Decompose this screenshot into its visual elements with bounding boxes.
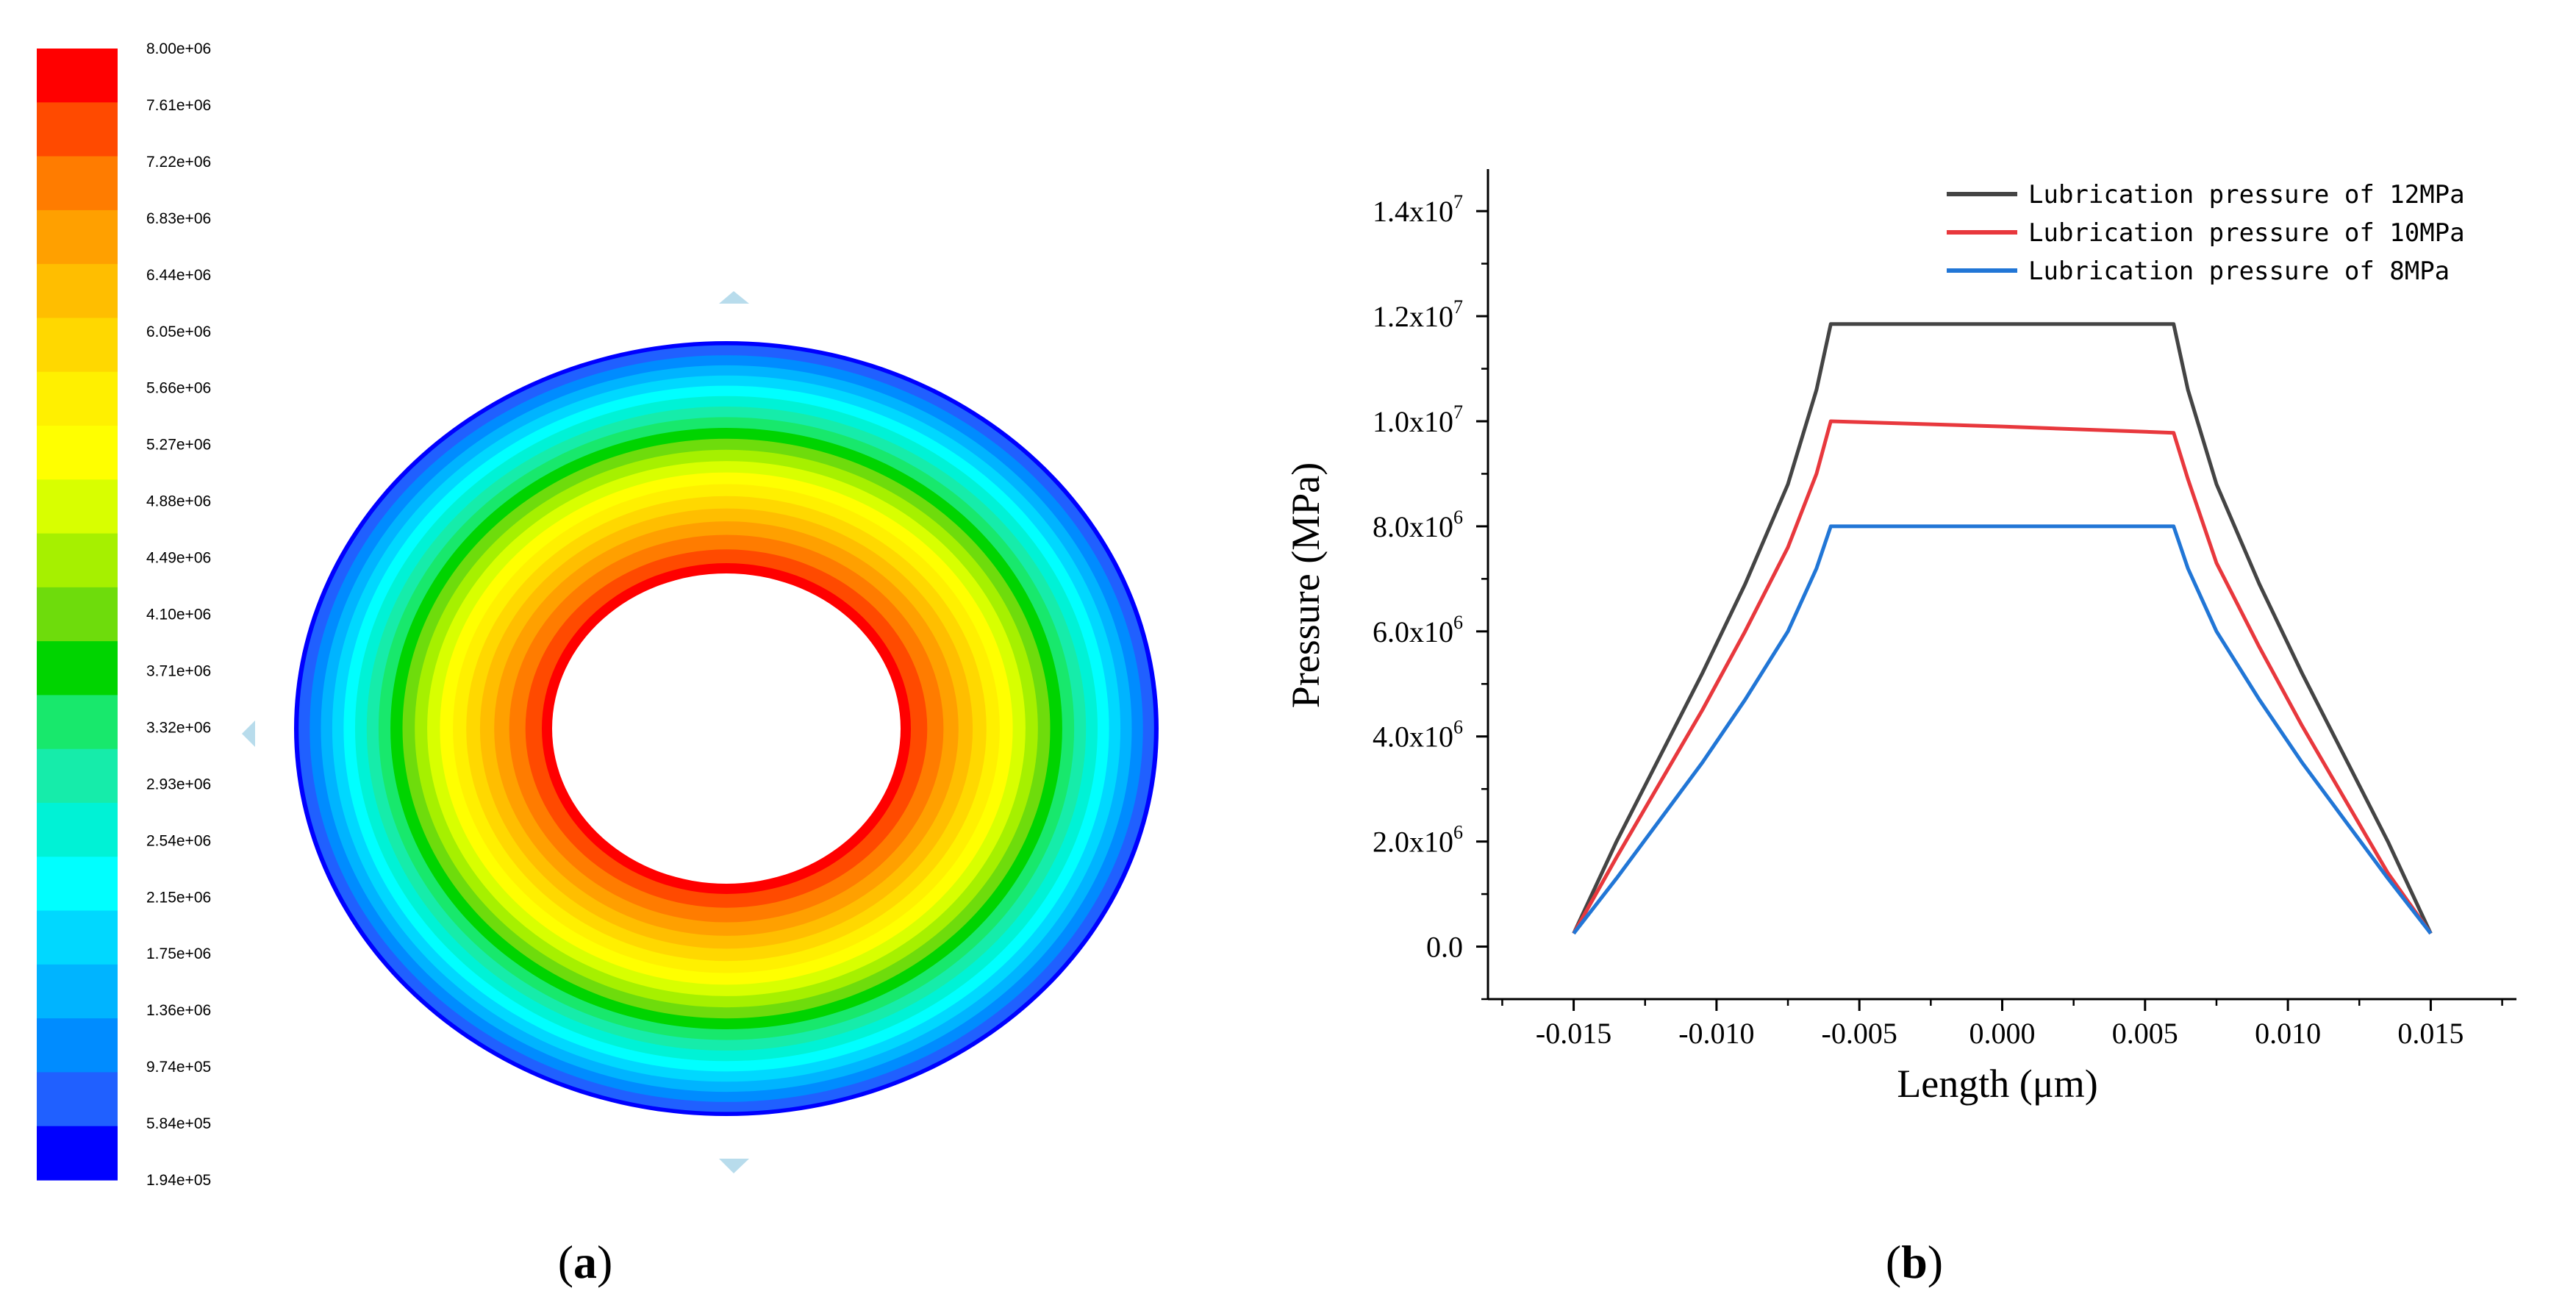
colorbar-swatch bbox=[37, 1126, 118, 1181]
colorbar-tick-label: 4.88e+06 bbox=[146, 493, 211, 510]
colorbar-tick-label: 1.94e+05 bbox=[146, 1172, 211, 1189]
colorbar-swatch bbox=[37, 587, 118, 642]
y-tick-label: 0.0 bbox=[1426, 931, 1463, 964]
panel-a-contour: 8.00e+06 7.61e+06 7.22e+06 6.83e+06 6.44e+06… bbox=[37, 40, 1159, 1189]
x-tick-label: -0.010 bbox=[1678, 1017, 1754, 1050]
colorbar-swatch bbox=[37, 49, 118, 103]
view-arrow-left-icon bbox=[242, 720, 255, 747]
legend-label: Lubrication pressure of 10MPa bbox=[2028, 218, 2465, 248]
colorbar-tick-label: 2.54e+06 bbox=[146, 832, 211, 849]
colorbar-swatch bbox=[37, 156, 118, 211]
colorbar-tick-label: 1.36e+06 bbox=[146, 1002, 211, 1019]
colorbar-swatch bbox=[37, 695, 118, 750]
series-line bbox=[1572, 419, 2433, 935]
colorbar-tick-label: 5.66e+06 bbox=[146, 380, 211, 397]
colorbar-swatch bbox=[37, 318, 118, 373]
colorbar-tick-label: 2.15e+06 bbox=[146, 889, 211, 906]
colorbar-tick-label: 2.93e+06 bbox=[146, 776, 211, 793]
colorbar-swatch bbox=[37, 964, 118, 1019]
panel-b-line-chart: 0.0 2.0x106 4.0x106 6.0x106 8.0x106 1.0x107 1.… bbox=[1284, 169, 2516, 1106]
x-tick-label: 0.010 bbox=[2255, 1017, 2321, 1050]
colorbar-swatch bbox=[37, 1072, 118, 1127]
pressure-contour-ring bbox=[294, 341, 1159, 1116]
legend-label: Lubrication pressure of 8MPa bbox=[2028, 257, 2450, 286]
x-axis-title: Length (μm) bbox=[1897, 1062, 2097, 1106]
colorbar-swatch bbox=[37, 1018, 118, 1073]
colorbar-swatch bbox=[37, 910, 118, 965]
colorbar: 8.00e+06 7.61e+06 7.22e+06 6.83e+06 6.44e+06… bbox=[37, 40, 211, 1189]
colorbar-swatch bbox=[37, 748, 118, 804]
colorbar-tick-label: 7.22e+06 bbox=[146, 154, 211, 171]
y-tick-label: 1.2x107 bbox=[1373, 296, 1463, 333]
view-arrow-down-icon bbox=[719, 1159, 749, 1173]
colorbar-swatch bbox=[37, 210, 118, 265]
colorbar-tick-label: 4.49e+06 bbox=[146, 550, 211, 567]
view-arrow-up-icon bbox=[719, 291, 749, 304]
colorbar-swatch bbox=[37, 533, 118, 588]
chart-axes: 0.0 2.0x106 4.0x106 6.0x106 8.0x106 1.0x107 1.… bbox=[1373, 169, 2516, 1050]
colorbar-swatch bbox=[37, 371, 118, 426]
y-tick-label: 1.4x107 bbox=[1373, 191, 1463, 228]
colorbar-swatch bbox=[37, 102, 118, 157]
colorbar-swatch bbox=[37, 857, 118, 912]
y-tick-label: 4.0x106 bbox=[1373, 717, 1463, 754]
chart-series bbox=[1572, 322, 2433, 935]
colorbar-tick-label: 5.84e+05 bbox=[146, 1115, 211, 1132]
colorbar-swatch bbox=[37, 479, 118, 534]
series-line bbox=[1572, 524, 2433, 935]
colorbar-tick-label: 3.32e+06 bbox=[146, 719, 211, 736]
colorbar-swatch bbox=[37, 264, 118, 319]
colorbar-tick-label: 6.83e+06 bbox=[146, 210, 211, 227]
y-axis-title: Pressure (MPa) bbox=[1284, 462, 1328, 708]
colorbar-tick-label: 3.71e+06 bbox=[146, 663, 211, 680]
colorbar-tick-label: 5.27e+06 bbox=[146, 437, 211, 454]
x-tick-label: 0.005 bbox=[2112, 1017, 2178, 1050]
x-tick-label: 0.000 bbox=[1969, 1017, 2036, 1050]
y-tick-label: 2.0x106 bbox=[1373, 822, 1463, 859]
ring-hole bbox=[552, 573, 901, 884]
colorbar-tick-label: 9.74e+05 bbox=[146, 1059, 211, 1076]
colorbar-swatch bbox=[37, 641, 118, 696]
colorbar-tick-label: 1.75e+06 bbox=[146, 945, 211, 962]
colorbar-tick-label: 7.61e+06 bbox=[146, 97, 211, 114]
colorbar-swatch bbox=[37, 426, 118, 480]
x-tick-label: -0.005 bbox=[1822, 1017, 1897, 1050]
series-line bbox=[1572, 322, 2433, 934]
panel-a-label: (a) bbox=[558, 1236, 613, 1288]
y-tick-label: 8.0x106 bbox=[1373, 507, 1463, 543]
legend-label: Lubrication pressure of 12MPa bbox=[2028, 180, 2465, 210]
y-tick-label: 6.0x106 bbox=[1373, 612, 1463, 648]
chart-legend: Lubrication pressure of 12MPa Lubrication… bbox=[1947, 180, 2465, 286]
colorbar-tick-label: 6.05e+06 bbox=[146, 323, 211, 340]
colorbar-swatch bbox=[37, 803, 118, 857]
panel-b-label: (b) bbox=[1886, 1236, 1943, 1288]
x-tick-label: 0.015 bbox=[2397, 1017, 2464, 1050]
y-tick-label: 1.0x107 bbox=[1373, 401, 1463, 438]
colorbar-tick-label: 8.00e+06 bbox=[146, 40, 211, 57]
colorbar-tick-label: 4.10e+06 bbox=[146, 607, 211, 623]
x-tick-label: -0.015 bbox=[1536, 1017, 1611, 1050]
colorbar-tick-label: 6.44e+06 bbox=[146, 267, 211, 284]
